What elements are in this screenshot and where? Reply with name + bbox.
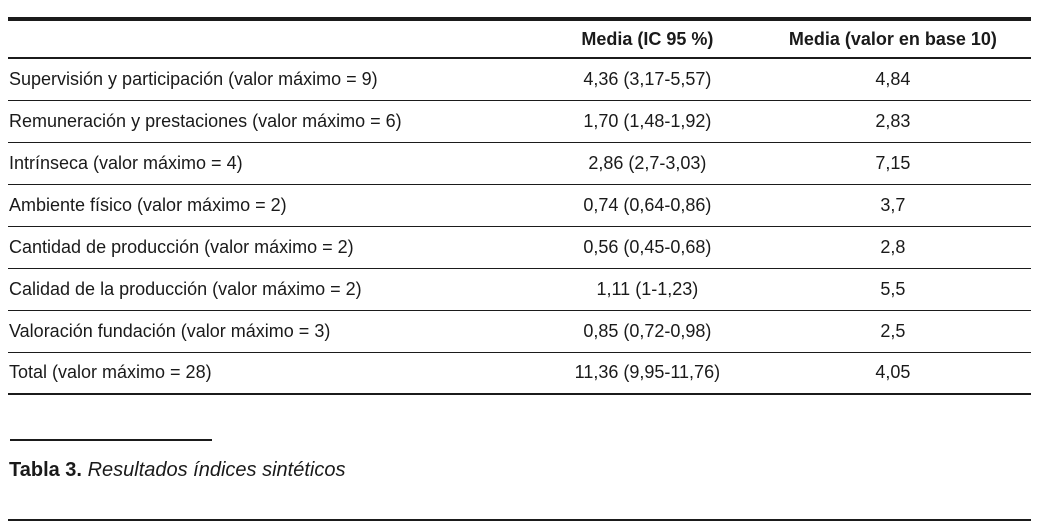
- table-caption-text: Resultados índices sintéticos: [87, 459, 346, 481]
- row-label: Remuneración y prestaciones (valor máxim…: [8, 100, 540, 143]
- table-row: Valoración fundación (valor máximo = 3) 0…: [8, 310, 1031, 353]
- row-media-base10: 5,5: [754, 268, 1031, 311]
- table-body: Supervisión y participación (valor máxim…: [8, 58, 1031, 395]
- table-row: Intrínseca (valor máximo = 4) 2,86 (2,7-3…: [8, 142, 1031, 185]
- row-label: Total (valor máximo = 28): [8, 352, 540, 395]
- row-media-base10: 3,7: [754, 184, 1031, 227]
- row-media-ic95: 0,85 (0,72-0,98): [539, 310, 755, 353]
- row-media-ic95: 2,86 (2,7-3,03): [539, 142, 755, 185]
- table-row: Supervisión y participación (valor máxim…: [8, 58, 1031, 101]
- row-label: Calidad de la producción (valor máximo =…: [8, 268, 540, 311]
- row-media-ic95: 1,70 (1,48-1,92): [539, 100, 755, 143]
- row-media-base10: 2,5: [754, 310, 1031, 353]
- caption-separator-rule: [10, 439, 212, 441]
- column-header-media-ic95: Media (IC 95 %): [539, 19, 755, 59]
- row-media-ic95: 0,74 (0,64-0,86): [539, 184, 755, 227]
- row-media-ic95: 1,11 (1-1,23): [539, 268, 755, 311]
- table-row: Ambiente físico (valor máximo = 2) 0,74 (…: [8, 184, 1031, 227]
- row-label: Cantidad de producción (valor máximo = 2…: [8, 226, 540, 269]
- table-row: Total (valor máximo = 28) 11,36 (9,95-11,…: [8, 352, 1031, 395]
- row-label: Intrínseca (valor máximo = 4): [8, 142, 540, 185]
- results-table: Media (IC 95 %) Media (valor en base 10)…: [8, 17, 1031, 395]
- table-caption: Tabla 3. Resultados índices sintéticos: [9, 458, 1031, 482]
- row-media-base10: 2,83: [754, 100, 1031, 143]
- row-media-base10: 4,84: [754, 58, 1031, 101]
- column-header-empty: [8, 19, 540, 59]
- row-media-ic95: 0,56 (0,45-0,68): [539, 226, 755, 269]
- row-media-base10: 7,15: [754, 142, 1031, 185]
- column-header-media-base10: Media (valor en base 10): [754, 19, 1031, 59]
- table-row: Cantidad de producción (valor máximo = 2…: [8, 226, 1031, 269]
- row-media-base10: 4,05: [754, 352, 1031, 395]
- table-row: Remuneración y prestaciones (valor máxim…: [8, 100, 1031, 143]
- page: Media (IC 95 %) Media (valor en base 10)…: [0, 17, 1039, 521]
- table-header-row: Media (IC 95 %) Media (valor en base 10): [8, 19, 1031, 59]
- row-media-ic95: 11,36 (9,95-11,76): [539, 352, 755, 395]
- row-label: Ambiente físico (valor máximo = 2): [8, 184, 540, 227]
- row-media-ic95: 4,36 (3,17-5,57): [539, 58, 755, 101]
- row-label: Valoración fundación (valor máximo = 3): [8, 310, 540, 353]
- row-media-base10: 2,8: [754, 226, 1031, 269]
- table-caption-label: Tabla 3.: [9, 459, 82, 481]
- row-label: Supervisión y participación (valor máxim…: [8, 58, 540, 101]
- table-row: Calidad de la producción (valor máximo =…: [8, 268, 1031, 311]
- page-bottom-rule: [8, 519, 1031, 521]
